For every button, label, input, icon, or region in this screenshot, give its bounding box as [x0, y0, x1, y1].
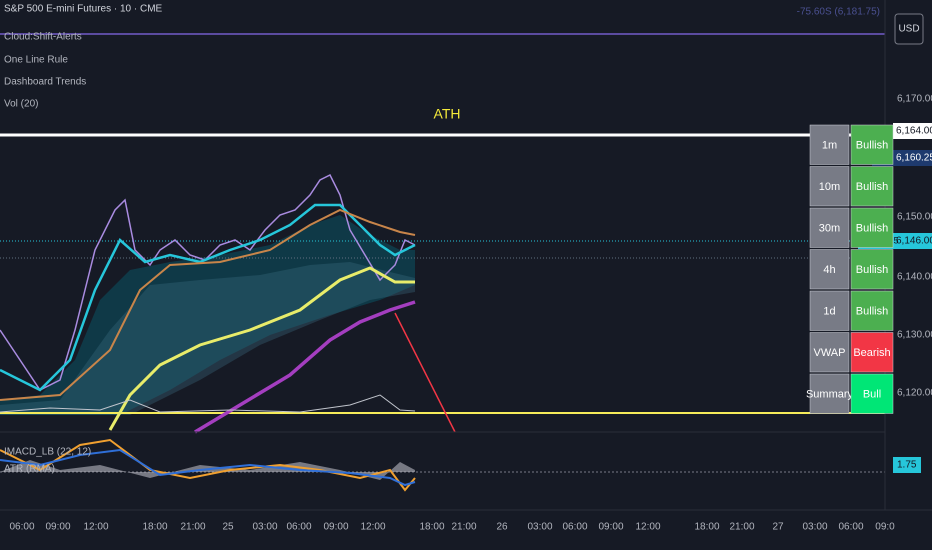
dashboard-trend: Bull [863, 389, 881, 401]
currency-button[interactable] [894, 13, 924, 45]
price-tick-label: 6,130.00 [897, 330, 932, 341]
pane-tag [893, 457, 921, 473]
time-tick-label: 03:00 [527, 522, 552, 533]
dashboard-timeframe: 10m [819, 181, 840, 193]
dashboard-trend: Bullish [856, 140, 888, 152]
price-tick-label: 6,120.00 [897, 388, 932, 399]
ma-orange [0, 208, 416, 401]
dashboard-timeframe: VWAP [814, 347, 846, 359]
time-tick-label: 21:00 [729, 522, 754, 533]
dashboard-cell [809, 249, 850, 290]
price-tag-text: 6,164.00 [896, 126, 932, 137]
time-tick-label: 21:00 [180, 522, 205, 533]
dashboard-cell [809, 332, 850, 373]
dashboard-timeframe: 4h [823, 264, 835, 276]
ma-cyan [0, 203, 416, 392]
dashboard-cell [850, 207, 894, 248]
currency-label[interactable]: USD [898, 24, 919, 35]
time-tick-label: 18:00 [142, 522, 167, 533]
time-tick-label: 21:00 [451, 522, 476, 533]
price-tick-label: 6,140.00 [897, 272, 932, 283]
ath-annotation: ATH [434, 106, 461, 122]
dashboard-cell [850, 166, 894, 207]
dashboard-cell [850, 332, 894, 373]
indicator-label: Cloud:Shift-Alerts [4, 32, 82, 43]
dashboard-cell [809, 373, 850, 414]
dashboard-cell [850, 124, 894, 165]
price-series [0, 173, 416, 391]
dashboard-trend: Bullish [856, 181, 888, 193]
dashboard-trend: Bullish [856, 223, 888, 235]
dashboard-trend: Bearish [853, 347, 890, 359]
time-tick-label: 03:00 [802, 522, 827, 533]
dashboard-timeframe: 1m [822, 140, 837, 152]
dashboard-cell [809, 124, 850, 165]
time-tick-label: 06:00 [838, 522, 863, 533]
time-tick-label: 09:00 [598, 522, 623, 533]
price-tick-label: 6,150.00 [897, 212, 932, 223]
dashboard-cell [809, 207, 850, 248]
symbol-title: S&P 500 E-mini Futures · 10 · CME [4, 4, 163, 15]
time-tick-label: 09:00 [45, 522, 70, 533]
ma-purple [194, 300, 416, 434]
time-tick-label: 26 [496, 522, 508, 533]
dashboard-trend: Bullish [856, 264, 888, 276]
price-tag [893, 123, 932, 139]
signal-line [0, 448, 416, 487]
dashboard-timeframe: 1d [823, 306, 835, 318]
time-tick-label: 03:00 [252, 522, 277, 533]
time-tick-label: 12:00 [635, 522, 660, 533]
dashboard-timeframe: 30m [819, 223, 840, 235]
macd-line [0, 438, 416, 492]
time-tick-label: 06:00 [9, 522, 34, 533]
top-readout: -75.60S (6,181.75) [797, 7, 880, 18]
time-tick-label: 09:0 [875, 522, 895, 533]
time-tick-label: 27 [772, 522, 784, 533]
indicator-label: Vol (20) [4, 99, 38, 110]
price-tag-text: 6,146.00 [896, 236, 932, 247]
price-tag-text: 6,160.25 [896, 153, 932, 164]
time-tick-label: 06:00 [286, 522, 311, 533]
dynamic-layer: Cloud:Shift-Alerts One Line Rule Dashboard… [4, 32, 932, 533]
dashboard-cell [850, 290, 894, 331]
cloud-fill [0, 215, 415, 415]
dashboard-cell [850, 373, 894, 414]
pane-label: ATR (RMA) [4, 464, 55, 475]
dashboard-cell [809, 166, 850, 207]
pane-label: IMACD_LB (22, 12) [4, 447, 91, 458]
time-tick-label: 12:00 [83, 522, 108, 533]
price-tag [893, 233, 932, 249]
price-tick-label: 6,170.00 [897, 94, 932, 105]
dashboard-timeframe: Summary [806, 389, 854, 401]
time-tick-label: 12:00 [360, 522, 385, 533]
pane-tag-text: 1.75 [897, 460, 917, 471]
dashboard-trend: Bullish [856, 306, 888, 318]
volume-ma [0, 394, 416, 413]
dashboard-cell [850, 249, 894, 290]
time-tick-label: 25 [222, 522, 234, 533]
time-tick-label: 18:00 [419, 522, 444, 533]
time-tick-label: 06:00 [562, 522, 587, 533]
time-tick-label: 09:00 [323, 522, 348, 533]
price-tag [893, 150, 932, 166]
ma-yellow [108, 266, 415, 431]
indicator-label: One Line Rule [4, 55, 68, 66]
dashboard-cell [809, 290, 850, 331]
indicator-label: Dashboard Trends [4, 77, 86, 88]
time-tick-label: 18:00 [694, 522, 719, 533]
trend-line [394, 312, 456, 433]
